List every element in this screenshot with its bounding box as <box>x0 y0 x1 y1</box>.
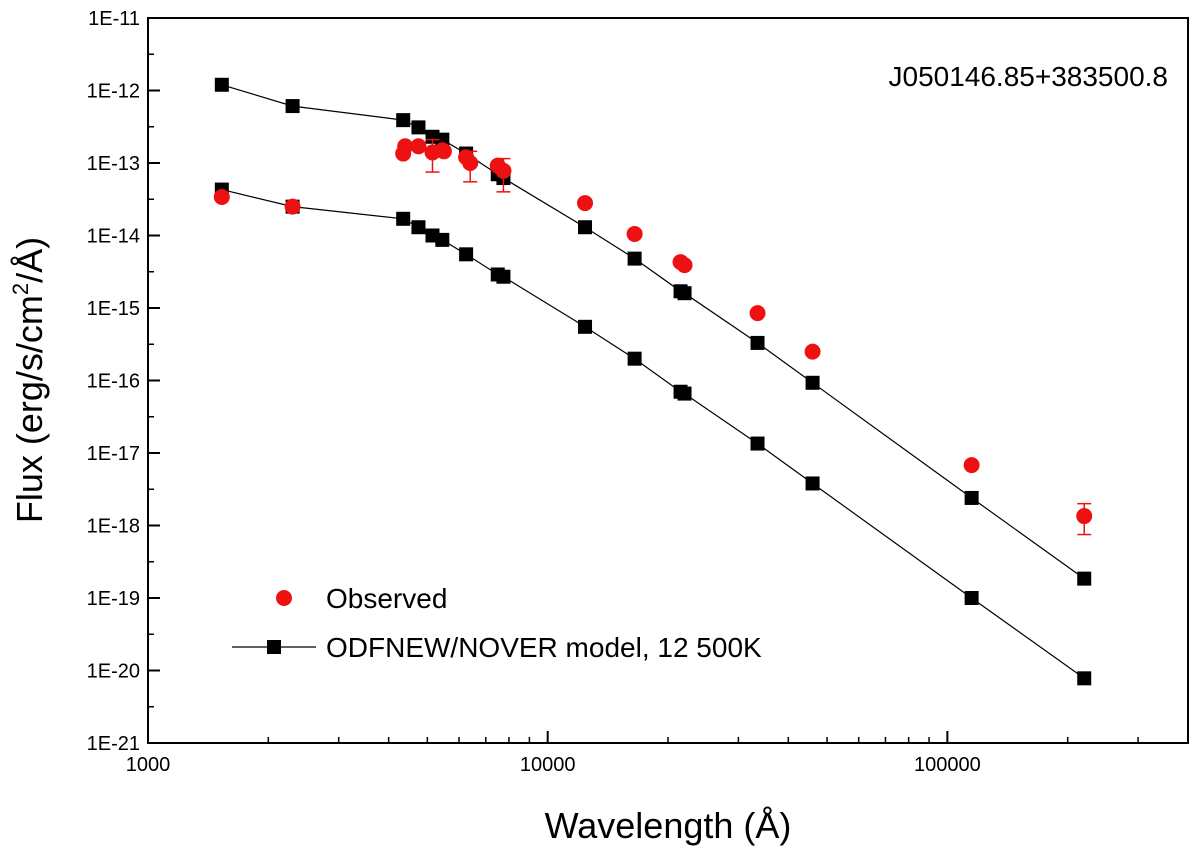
observed-point <box>1076 508 1093 525</box>
x-axis-title: Wavelength (Å) <box>545 805 792 846</box>
y-tick-label: 1E-14 <box>87 226 140 248</box>
model-line <box>221 84 1085 580</box>
observed-point <box>804 343 821 360</box>
legend-model-marker <box>267 640 281 654</box>
observed-series <box>213 138 1093 536</box>
observed-point <box>963 457 980 474</box>
legend-model-label: ODFNEW/NOVER model, 12 500K <box>326 632 762 663</box>
y-axis-title-units: /Å) <box>9 237 50 283</box>
observed-point <box>462 155 479 171</box>
model-point <box>964 591 979 605</box>
model-point <box>411 220 426 235</box>
model-point <box>627 351 642 366</box>
model-point <box>214 77 229 92</box>
source-annotation: J050146.85+383500.8 <box>889 61 1169 92</box>
model-point <box>1077 571 1092 586</box>
observed-point <box>495 162 512 179</box>
observed-point <box>213 188 230 205</box>
model-point <box>627 251 642 266</box>
model-point <box>677 286 692 301</box>
model-point <box>496 269 511 284</box>
y-axis-title: Flux (erg/s/cm2/Å) <box>8 237 50 523</box>
y-tick-label: 1E-16 <box>87 371 140 393</box>
legend-observed-marker <box>276 590 292 606</box>
model-point <box>578 220 593 235</box>
y-tick-label: 1E-15 <box>87 298 140 320</box>
model-point <box>578 319 593 334</box>
model-point <box>285 99 300 114</box>
y-tick-label: 1E-18 <box>87 516 140 538</box>
x-tick-label: 10000 <box>520 754 576 776</box>
y-tick-label: 1E-13 <box>87 153 140 175</box>
model-point <box>435 232 450 247</box>
model-point <box>750 436 765 451</box>
model-point <box>964 490 979 505</box>
model-point <box>805 476 820 491</box>
observed-point <box>626 225 643 242</box>
tick-labels: 1000 10000 100000 1E-11 1E-12 1E-13 1E-14 1E-15… <box>87 8 981 776</box>
model-point <box>459 247 474 262</box>
plot-frame <box>147 17 1189 744</box>
model-point <box>750 335 765 350</box>
model-point <box>396 113 411 128</box>
model-point <box>411 120 426 135</box>
observed-point <box>749 305 766 322</box>
model-point <box>396 211 411 226</box>
observed-point <box>577 195 594 212</box>
legend: Observed ODFNEW/NOVER model, 12 500K <box>232 583 762 663</box>
y-tick-label: 1E-20 <box>87 661 140 683</box>
observed-point <box>410 138 427 155</box>
y-tick-label: 1E-12 <box>87 81 140 103</box>
y-axis-title-superscript: 2 <box>8 283 33 295</box>
observed-point <box>435 143 452 160</box>
x-tick-label: 1000 <box>126 754 171 776</box>
observed-point <box>676 257 693 274</box>
y-axis-title-main: Flux (erg/s/cm <box>9 295 50 523</box>
x-tick-label: 100000 <box>914 754 981 776</box>
model-point <box>677 386 692 401</box>
y-tick-label: 1E-21 <box>87 733 140 755</box>
observed-point <box>397 138 414 155</box>
y-tick-label: 1E-11 <box>88 8 140 30</box>
y-tick-label: 1E-19 <box>87 588 140 610</box>
legend-observed-label: Observed <box>326 583 447 614</box>
model-point <box>1077 671 1092 686</box>
y-tick-label: 1E-17 <box>87 443 140 465</box>
model-point <box>805 375 820 390</box>
observed-point <box>284 198 301 215</box>
